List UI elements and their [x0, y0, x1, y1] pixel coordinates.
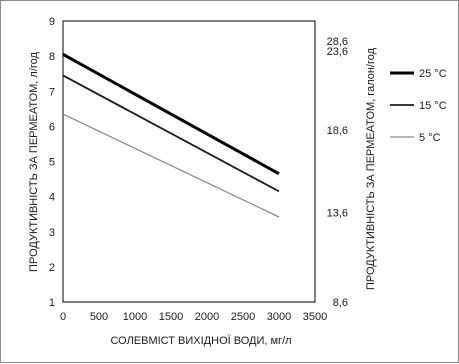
y2-tick-label: 13,6: [327, 207, 348, 219]
y-tick-label: 3: [49, 227, 55, 239]
x-tick-label: 3000: [267, 311, 291, 323]
legend-label: 5 °C: [419, 132, 441, 144]
secondary-y-axis-title: ПРОДУКТИВНІСТЬ ЗА ПЕРМЕАТОМ, галон/год: [365, 47, 377, 290]
x-tick-label: 1500: [159, 311, 183, 323]
x-tick-label: 1000: [123, 311, 147, 323]
y-tick-label: 5: [49, 157, 55, 169]
y-tick-label: 9: [49, 16, 55, 28]
x-tick-label: 0: [60, 311, 66, 323]
y2-tick-label: 18,6: [327, 125, 348, 137]
series-line: [62, 74, 280, 193]
secondary-y-axis-ticks: 8,6 13,6 18,6 23,628,6: [327, 36, 348, 309]
series-line: [62, 113, 280, 218]
x-tick-label: 500: [90, 311, 108, 323]
primary-y-axis-ticks: 1 2 3 4 5 6 7 8 9: [49, 16, 55, 309]
series-lines: [62, 53, 280, 218]
y2-tick-label: 8,6: [333, 297, 348, 309]
y2-tick-label: 28,6: [327, 36, 348, 48]
y-tick-label: 8: [49, 51, 55, 63]
y-tick-label: 4: [49, 192, 55, 204]
y-tick-label: 6: [49, 121, 55, 133]
y2-tick-label: 23,6: [327, 46, 348, 58]
y-tick-label: 7: [49, 86, 55, 98]
legend-label: 25 °C: [419, 68, 447, 80]
x-tick-label: 3500: [303, 311, 327, 323]
y-tick-label: 1: [49, 297, 55, 309]
y-tick-label: 2: [49, 262, 55, 274]
series-line: [62, 53, 280, 176]
x-axis-ticks: 0 500 1000 1500 2000 2500 3000 3500: [60, 311, 327, 323]
x-tick-label: 2000: [195, 311, 219, 323]
x-axis-title: СОЛЕВМІСТ ВИХІДНОЇ ВОДИ, мг/л: [110, 335, 291, 347]
plot-area: [62, 20, 316, 303]
legend-label: 15 °C: [419, 100, 447, 112]
y-axis-title: ПРОДУКТИВНІСТЬ ЗА ПЕРМЕАТОМ, л/год: [28, 51, 40, 271]
legend: 25 °C 15 °C 5 °C: [390, 68, 447, 144]
x-tick-label: 2500: [231, 311, 255, 323]
